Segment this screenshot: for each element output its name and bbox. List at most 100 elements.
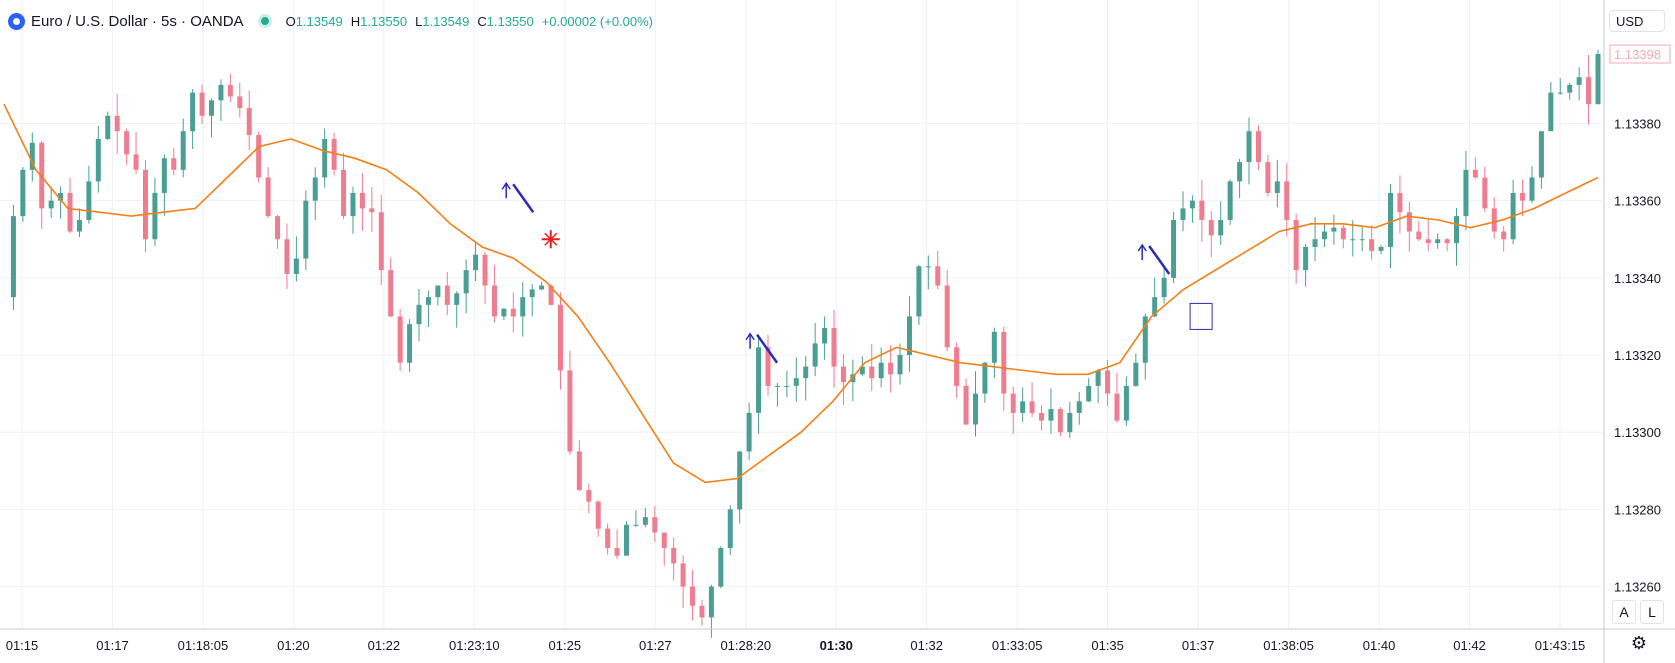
- x-tick-label: 01:32: [910, 638, 943, 653]
- candle: [1397, 175, 1403, 234]
- candle-body: [614, 547, 620, 556]
- candle: [1359, 227, 1365, 252]
- candle: [1114, 372, 1120, 424]
- candle-body: [595, 501, 601, 529]
- candle-body: [1378, 246, 1384, 251]
- log-scale-button[interactable]: L: [1640, 600, 1664, 624]
- currency-selector[interactable]: USD: [1609, 10, 1665, 32]
- candle-body: [1105, 370, 1111, 394]
- candle: [29, 132, 35, 182]
- arrow-up-icon: [1137, 243, 1147, 252]
- candle-body: [1387, 192, 1393, 247]
- candle: [95, 125, 101, 193]
- candle: [888, 345, 894, 393]
- candle: [1406, 201, 1412, 252]
- candle: [1180, 191, 1186, 232]
- candle-body: [407, 324, 413, 363]
- candle-body: [1218, 219, 1224, 236]
- candle-body: [58, 192, 64, 201]
- candle: [1454, 208, 1460, 266]
- ma-line: [3, 103, 1599, 484]
- candle-body: [341, 169, 347, 217]
- candle: [1444, 238, 1450, 252]
- candle: [1529, 166, 1535, 203]
- candle: [275, 214, 281, 249]
- candle-body: [935, 266, 941, 286]
- signal-markers: [501, 181, 1213, 364]
- y-tick-label: 1.13340: [1614, 271, 1661, 286]
- candle: [237, 82, 243, 118]
- symbol-title[interactable]: Euro / U.S. Dollar · 5s · OANDA: [31, 12, 244, 30]
- candle-body: [746, 412, 752, 452]
- candle: [982, 361, 988, 403]
- candle-body: [256, 135, 262, 178]
- candle-body: [322, 138, 328, 178]
- candle-body: [793, 378, 799, 386]
- candle: [407, 319, 413, 372]
- candle: [1501, 225, 1507, 252]
- candle-body: [48, 200, 54, 209]
- candle-body: [661, 532, 667, 548]
- x-tick-label: 01:30: [820, 638, 853, 653]
- candle-body: [152, 192, 158, 240]
- candle: [737, 450, 743, 524]
- candle: [633, 510, 639, 527]
- last-price-box: [1609, 44, 1671, 64]
- y-tick-label: 1.13280: [1614, 502, 1661, 517]
- candle-body: [312, 177, 318, 201]
- candle-body: [39, 142, 45, 209]
- candle: [1425, 218, 1431, 252]
- candle: [20, 167, 26, 222]
- candle: [1557, 78, 1563, 95]
- candle: [1491, 197, 1497, 239]
- candle-body: [388, 270, 394, 317]
- candle: [1218, 201, 1224, 245]
- candle-body: [482, 254, 488, 286]
- candle: [690, 569, 696, 621]
- candle: [39, 140, 45, 229]
- symbol-legend[interactable]: Euro / U.S. Dollar · 5s · OANDA O1.13549…: [8, 10, 661, 32]
- candle: [576, 440, 582, 492]
- candle-body: [1001, 331, 1007, 394]
- candle: [784, 370, 790, 398]
- candle: [605, 523, 611, 555]
- candle: [586, 483, 592, 513]
- candle-body: [972, 393, 978, 425]
- candle: [1548, 81, 1554, 132]
- gear-icon[interactable]: ⚙: [1630, 633, 1648, 653]
- candle: [1576, 67, 1582, 101]
- candle-body: [1340, 227, 1346, 240]
- x-tick-label: 01:20: [277, 638, 310, 653]
- candle: [906, 295, 912, 372]
- candle-body: [105, 115, 111, 139]
- candle-body: [1161, 277, 1167, 298]
- candle-body: [718, 547, 724, 587]
- candle: [1020, 387, 1026, 423]
- candle: [501, 308, 507, 321]
- candle: [1039, 404, 1045, 431]
- candle-body: [171, 158, 177, 170]
- candle: [1293, 213, 1299, 284]
- x-tick-label: 01:38:05: [1263, 638, 1314, 653]
- auto-scale-button[interactable]: A: [1612, 600, 1636, 624]
- x-tick-label: 01:28:20: [720, 638, 771, 653]
- candle-body: [1425, 239, 1431, 244]
- arrow-up-icon: [501, 181, 511, 190]
- candle: [1538, 131, 1544, 189]
- y-tick-label: 1.13360: [1614, 194, 1661, 209]
- candle: [1152, 277, 1158, 318]
- candle-body: [1321, 231, 1327, 240]
- candle-body: [1076, 401, 1082, 413]
- candle-body: [1180, 208, 1186, 220]
- candle: [1350, 220, 1356, 257]
- candle: [142, 160, 148, 252]
- x-tick-label: 01:35: [1091, 638, 1124, 653]
- candle-body: [114, 115, 120, 132]
- candle-body: [67, 192, 73, 232]
- candle: [444, 271, 450, 316]
- candle: [1048, 388, 1054, 434]
- candle-body: [737, 451, 743, 510]
- candle: [265, 167, 271, 219]
- candle-body: [359, 192, 365, 209]
